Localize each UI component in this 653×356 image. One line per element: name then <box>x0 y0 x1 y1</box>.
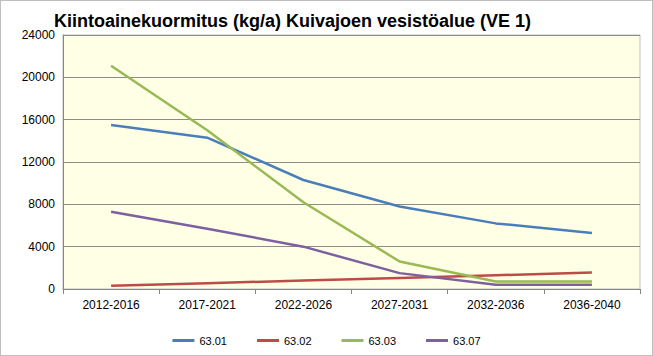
svg-text:16000: 16000 <box>22 113 56 127</box>
svg-text:2012-2016: 2012-2016 <box>82 298 140 312</box>
svg-text:63.01: 63.01 <box>199 335 227 347</box>
svg-text:2027-2031: 2027-2031 <box>371 298 429 312</box>
svg-text:20000: 20000 <box>22 70 56 84</box>
svg-text:2022-2026: 2022-2026 <box>275 298 333 312</box>
svg-text:24000: 24000 <box>22 28 56 42</box>
svg-text:2036-2040: 2036-2040 <box>563 298 621 312</box>
svg-text:4000: 4000 <box>28 240 55 254</box>
svg-text:Kiintoainekuormitus (kg/a) Kui: Kiintoainekuormitus (kg/a) Kuivajoen ves… <box>54 11 531 31</box>
svg-text:0: 0 <box>48 282 55 296</box>
svg-text:63.02: 63.02 <box>284 335 312 347</box>
svg-text:12000: 12000 <box>22 155 56 169</box>
svg-text:63.03: 63.03 <box>369 335 397 347</box>
svg-text:2017-2021: 2017-2021 <box>179 298 237 312</box>
svg-text:8000: 8000 <box>28 197 55 211</box>
svg-text:2032-2036: 2032-2036 <box>467 298 525 312</box>
svg-text:63.07: 63.07 <box>453 335 481 347</box>
